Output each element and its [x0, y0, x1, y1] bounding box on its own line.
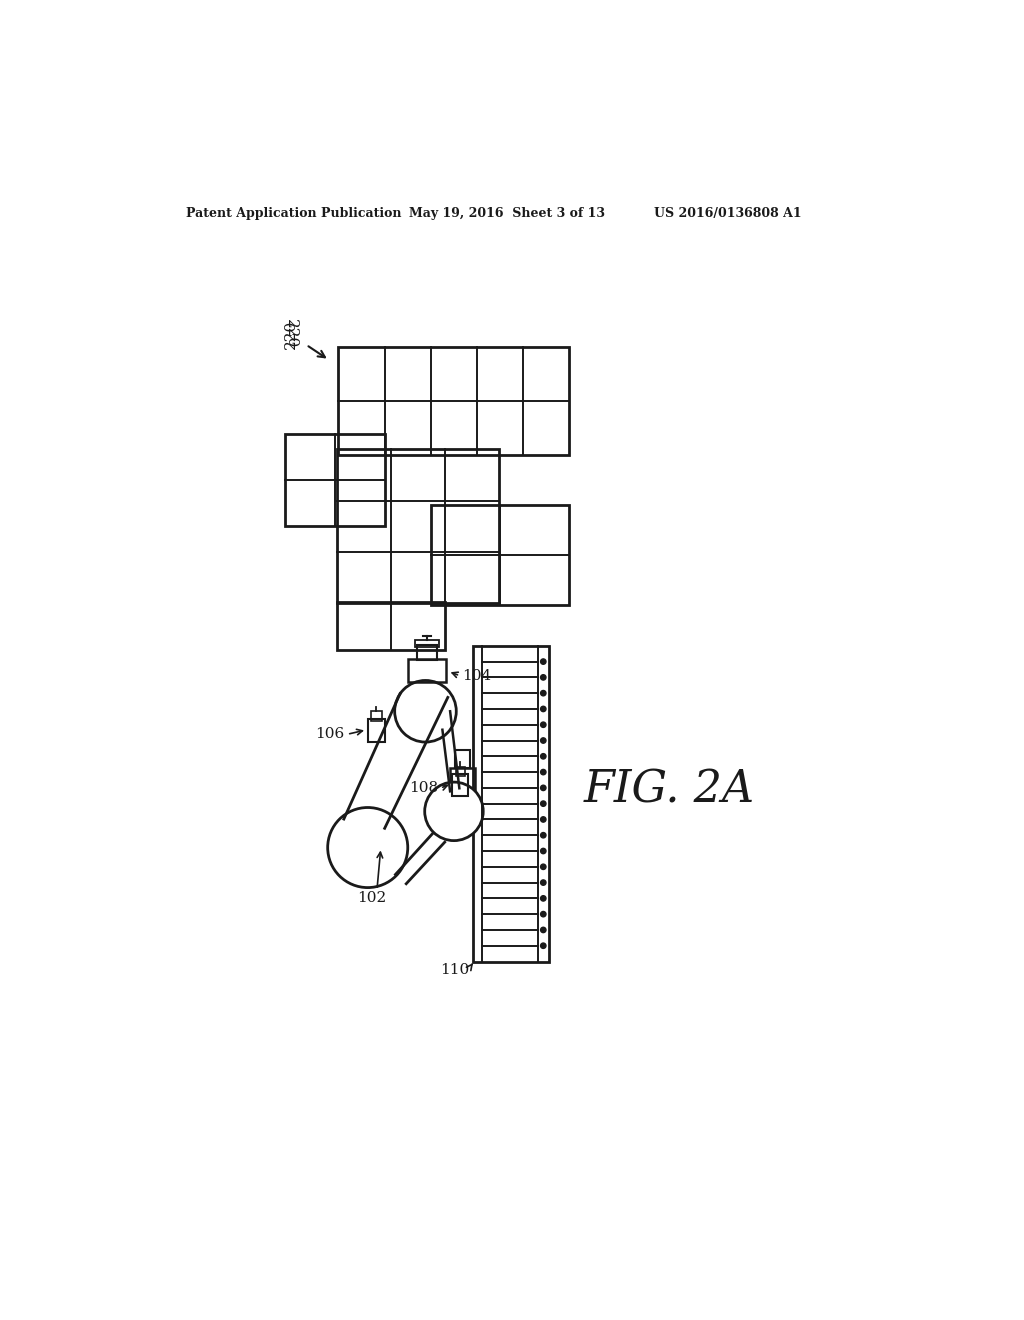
Circle shape	[394, 681, 457, 742]
Circle shape	[541, 722, 546, 727]
Bar	[431, 506, 569, 605]
Bar	[416, 640, 438, 647]
Text: FIG. 2A: FIG. 2A	[584, 768, 755, 812]
Circle shape	[541, 738, 546, 743]
Circle shape	[541, 911, 546, 917]
Text: 102: 102	[357, 891, 386, 904]
Circle shape	[541, 754, 546, 759]
Bar	[368, 719, 385, 742]
Bar	[456, 767, 465, 776]
Text: 220: 220	[284, 319, 298, 348]
Circle shape	[541, 659, 546, 664]
Circle shape	[541, 770, 546, 775]
Text: 106: 106	[315, 727, 345, 742]
Circle shape	[541, 942, 546, 949]
Text: 110: 110	[440, 964, 469, 977]
Text: 104: 104	[462, 669, 490, 682]
Circle shape	[541, 833, 546, 838]
Circle shape	[541, 785, 546, 791]
Circle shape	[541, 690, 546, 696]
Bar	[337, 602, 444, 649]
Bar	[473, 645, 549, 961]
Text: Patent Application Publication: Patent Application Publication	[186, 207, 401, 220]
Text: May 19, 2016  Sheet 3 of 13: May 19, 2016 Sheet 3 of 13	[410, 207, 605, 220]
Text: 108: 108	[410, 781, 438, 795]
Circle shape	[541, 849, 546, 854]
Text: US 2016/0136808 A1: US 2016/0136808 A1	[654, 207, 802, 220]
Circle shape	[541, 865, 546, 870]
Bar	[371, 711, 382, 721]
Bar	[285, 434, 385, 527]
Circle shape	[541, 675, 546, 680]
Bar	[417, 645, 437, 660]
Circle shape	[541, 896, 546, 902]
Circle shape	[541, 880, 546, 886]
Circle shape	[328, 808, 408, 887]
Circle shape	[541, 817, 546, 822]
Bar	[339, 347, 569, 455]
Circle shape	[541, 801, 546, 807]
Text: 220: 220	[284, 319, 298, 348]
Bar	[455, 750, 470, 768]
Circle shape	[541, 706, 546, 711]
Bar	[408, 659, 446, 682]
Bar	[453, 775, 468, 796]
Circle shape	[541, 927, 546, 933]
Bar	[451, 768, 475, 816]
Circle shape	[425, 781, 483, 841]
Bar	[337, 449, 499, 603]
